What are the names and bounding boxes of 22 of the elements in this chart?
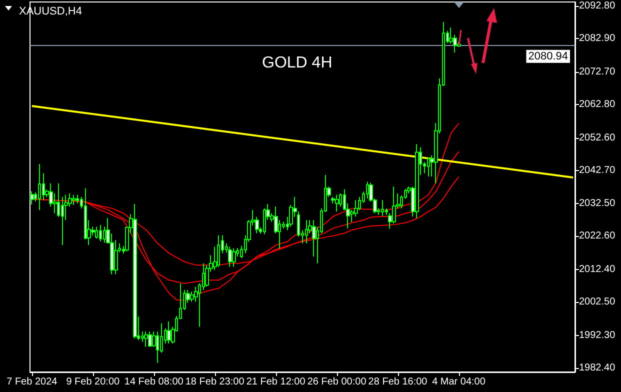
y-tick-label: 2062.80 (579, 98, 616, 110)
x-tick-label: 28 Feb 16:00 (368, 376, 428, 388)
y-tick-label: 2022.60 (579, 230, 616, 242)
x-tick-label: 7 Feb 2024 (6, 376, 58, 388)
x-tick-label: 4 Mar 04:00 (432, 376, 486, 388)
y-tick-label: 2002.50 (579, 296, 616, 308)
x-tick-label: 21 Feb 12:00 (246, 376, 306, 388)
y-tick-label: 2042.70 (579, 164, 616, 176)
ref-line-label: 2080.94 (528, 50, 568, 62)
x-tick-label: 26 Feb 00:00 (307, 376, 367, 388)
annotation: GOLD 4H (262, 54, 332, 72)
x-tick-label: 14 Feb 08:00 (124, 376, 184, 388)
y-tick-label: 1992.30 (579, 330, 616, 342)
y-tick-label: 2032.50 (579, 198, 616, 210)
x-tick-label: 9 Feb 20:00 (66, 376, 120, 388)
y-tick-label: 1982.40 (579, 362, 616, 374)
y-tick-label: 2082.90 (579, 32, 616, 44)
y-tick-label: 2072.70 (579, 66, 616, 78)
y-tick-label: 2092.80 (579, 0, 616, 12)
x-tick-label: 18 Feb 23:00 (185, 376, 245, 388)
y-tick-label: 2052.60 (579, 132, 616, 144)
y-tick-label: 2012.40 (579, 264, 616, 276)
